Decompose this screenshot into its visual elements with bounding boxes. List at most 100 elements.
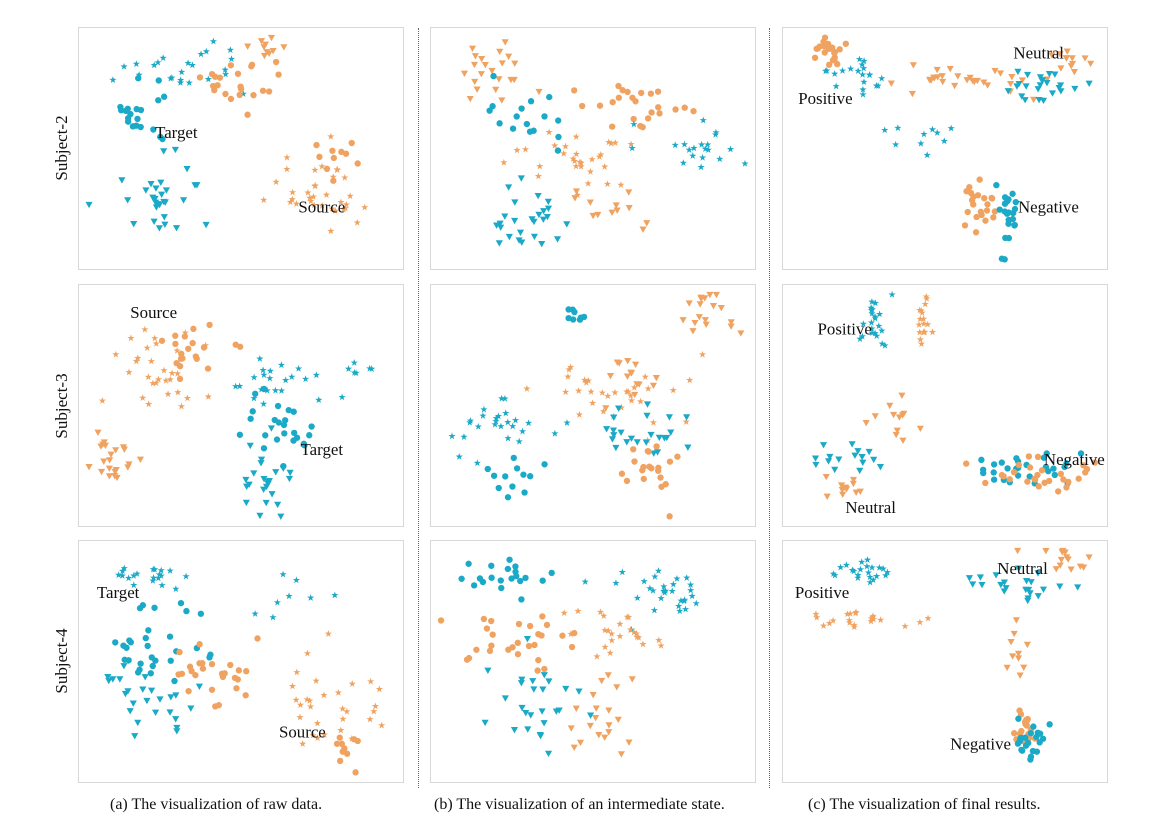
- data-point-circle: [615, 94, 623, 101]
- data-point-star: [303, 695, 311, 703]
- data-point-star: [668, 587, 676, 595]
- data-point-triangle: [166, 709, 174, 716]
- data-point-star: [340, 205, 348, 213]
- data-point-triangle: [260, 476, 268, 483]
- data-point-circle: [1034, 453, 1042, 460]
- data-point-triangle: [1003, 664, 1011, 672]
- scatter-panel-subject-2-raw: Target Source: [78, 27, 404, 270]
- data-point-star: [869, 576, 877, 584]
- data-point-star: [311, 181, 319, 189]
- data-point-star: [324, 630, 332, 637]
- data-point-star: [918, 309, 926, 316]
- data-point-triangle: [471, 53, 479, 60]
- data-point-star: [272, 178, 280, 186]
- data-point-star: [139, 394, 147, 401]
- data-point-circle: [336, 757, 344, 765]
- data-point-circle: [514, 650, 522, 658]
- data-point-triangle: [517, 680, 525, 687]
- data-point-star: [296, 701, 305, 709]
- data-point-triangle: [543, 213, 551, 221]
- annotation-negative: Negative: [1044, 450, 1105, 469]
- data-point-circle: [1001, 200, 1009, 207]
- data-point-star: [881, 341, 889, 349]
- data-point-circle: [639, 123, 646, 131]
- data-point-triangle: [1052, 566, 1060, 573]
- data-point-triangle: [908, 90, 916, 98]
- data-point-star: [928, 328, 937, 336]
- data-point-star: [341, 173, 349, 181]
- data-point-triangle: [983, 82, 992, 89]
- data-point-triangle: [625, 204, 633, 212]
- data-point-circle: [236, 343, 244, 350]
- data-point-triangle: [1018, 77, 1026, 84]
- data-point-triangle: [992, 572, 1000, 579]
- data-point-triangle: [890, 411, 898, 419]
- data-point-star: [916, 315, 924, 323]
- data-point-circle: [1024, 478, 1031, 485]
- data-point-star: [120, 564, 128, 572]
- data-point-triangle: [522, 710, 530, 717]
- data-point-star: [204, 392, 212, 400]
- data-point-star: [353, 218, 361, 226]
- data-point-star: [226, 46, 234, 54]
- data-point-circle: [615, 82, 622, 90]
- data-point-star: [726, 145, 735, 153]
- data-point-star: [577, 162, 585, 170]
- data-point-star: [301, 375, 310, 383]
- data-point-star: [371, 702, 379, 710]
- data-point-star: [640, 577, 648, 585]
- data-point-circle: [629, 94, 636, 101]
- data-point-star: [498, 394, 506, 402]
- data-point-star: [545, 128, 553, 136]
- data-point-circle: [546, 93, 553, 101]
- data-point-triangle: [628, 676, 636, 683]
- data-point-circle: [518, 596, 525, 603]
- data-point-triangle: [544, 198, 552, 206]
- data-point-circle: [330, 154, 338, 162]
- data-point-star: [823, 66, 831, 74]
- data-point-star: [155, 570, 163, 578]
- data-point-star: [867, 306, 876, 314]
- data-point-star: [448, 432, 456, 440]
- data-point-star: [855, 55, 864, 63]
- data-point-star: [624, 387, 632, 395]
- data-point-circle: [618, 470, 626, 477]
- data-point-star: [919, 315, 928, 322]
- data-point-triangle: [870, 456, 878, 464]
- data-point-circle: [630, 115, 637, 123]
- data-point-triangle: [119, 444, 128, 451]
- data-point-star: [162, 376, 170, 384]
- data-point-circle: [518, 105, 525, 112]
- data-point-triangle: [505, 233, 513, 241]
- data-point-circle: [1010, 730, 1018, 737]
- data-point-star: [680, 140, 689, 148]
- row-label-subject-2: Subject-2: [52, 115, 71, 181]
- data-point-star: [876, 310, 884, 318]
- data-point-circle: [227, 95, 235, 103]
- data-point-star: [328, 205, 336, 212]
- data-point-star: [572, 150, 580, 158]
- data-point-star: [854, 574, 862, 581]
- data-point-star: [572, 162, 580, 170]
- data-point-circle: [149, 662, 156, 670]
- data-point-circle: [155, 97, 162, 104]
- data-point-star: [344, 365, 353, 372]
- data-point-star: [894, 124, 902, 132]
- data-point-circle: [1027, 756, 1034, 763]
- data-point-star: [712, 128, 720, 136]
- data-point-circle: [825, 61, 833, 68]
- data-point-circle: [1038, 467, 1046, 474]
- data-point-star: [632, 629, 641, 637]
- data-point-star: [683, 574, 691, 581]
- data-point-star: [604, 626, 612, 634]
- data-point-circle: [196, 641, 203, 648]
- data-point-triangle: [643, 220, 651, 227]
- data-point-circle: [831, 49, 838, 56]
- data-point-circle: [1061, 463, 1068, 471]
- data-point-circle: [978, 456, 985, 464]
- data-point-triangle: [1074, 584, 1082, 591]
- data-point-star: [260, 371, 268, 378]
- data-point-triangle: [865, 448, 873, 456]
- data-point-star: [551, 141, 559, 149]
- data-point-star: [157, 566, 165, 574]
